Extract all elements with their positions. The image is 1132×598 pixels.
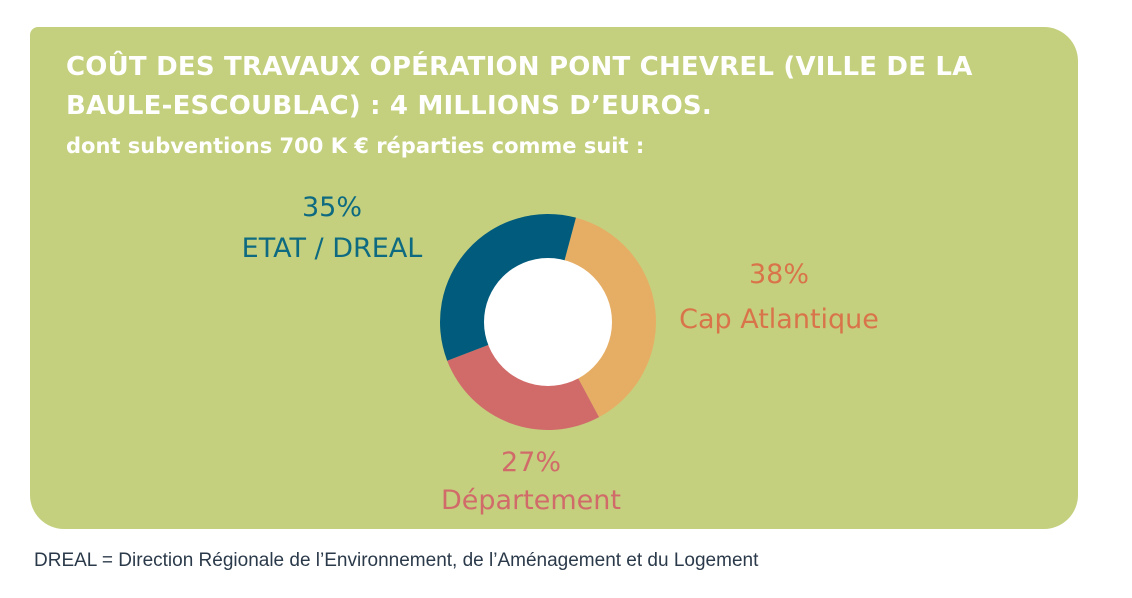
slice-name-label: ETAT / DREAL <box>242 233 423 264</box>
slice-name-label: Cap Atlantique <box>679 304 879 335</box>
slice-percent-label: 27% <box>501 447 561 478</box>
page-title: COÛT DES TRAVAUX OPÉRATION PONT CHEVREL … <box>66 52 973 121</box>
footnote: DREAL = Direction Régionale de l’Environ… <box>34 550 759 571</box>
slice-name-label: Département <box>441 485 621 516</box>
slice-percent-label: 35% <box>302 192 362 223</box>
chart-subtitle: dont subventions 700 K € réparties comme… <box>66 134 645 158</box>
donut-hole <box>484 258 612 386</box>
slice-percent-label: 38% <box>749 259 809 290</box>
